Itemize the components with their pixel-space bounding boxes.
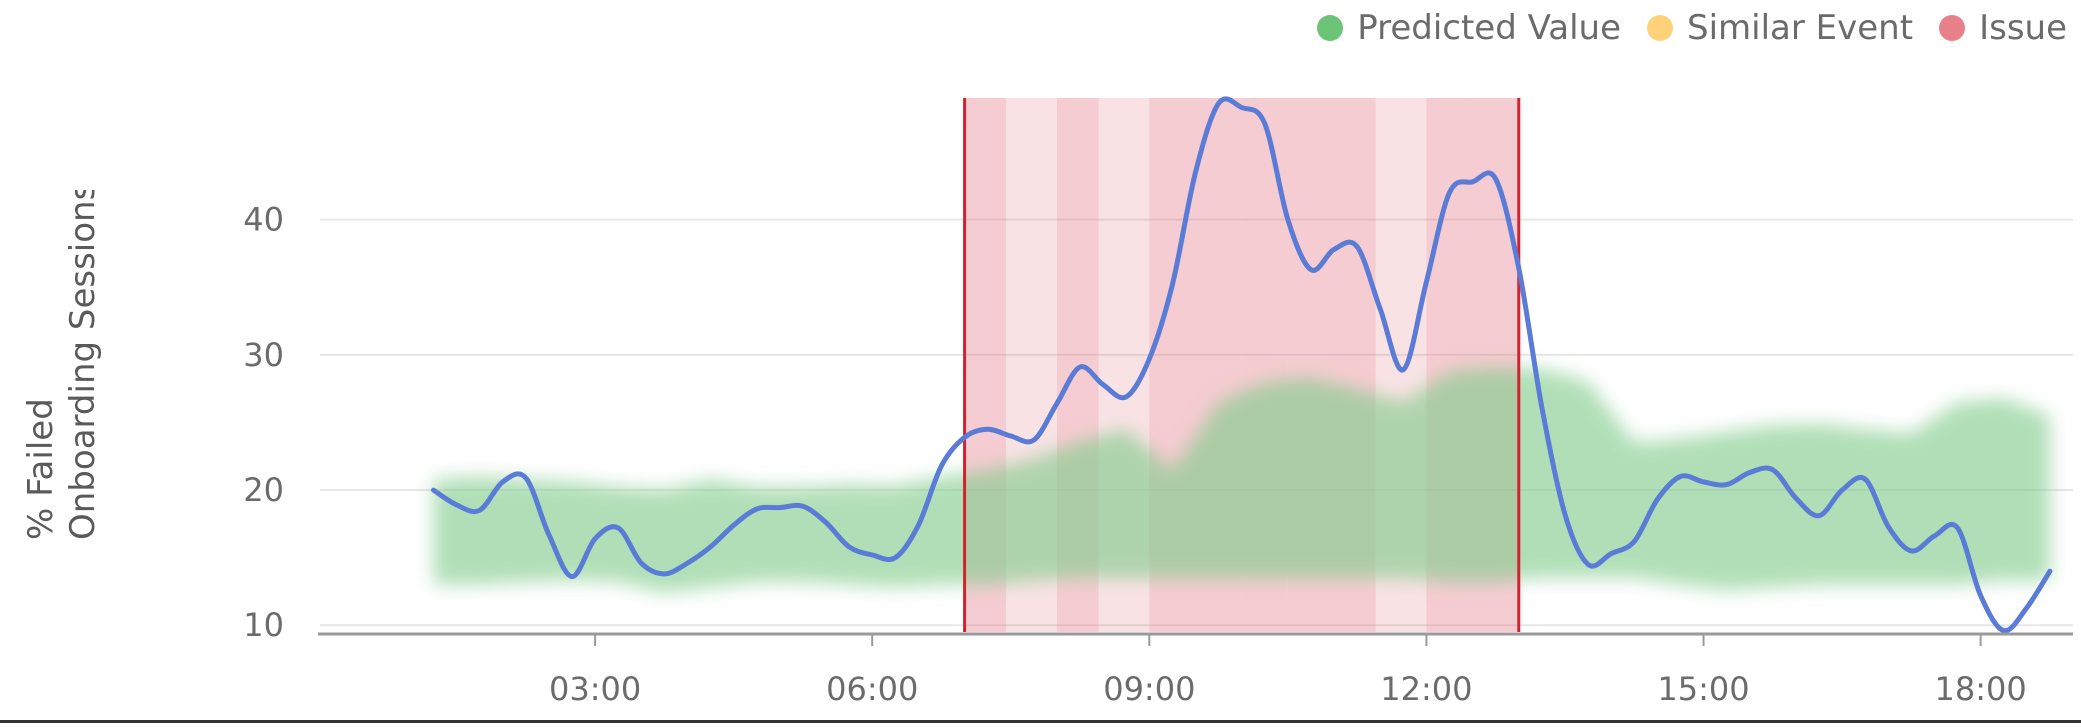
legend-dot-similar-event [1647,15,1673,41]
x-tick-label-09:00: 09:00 [1103,670,1195,708]
y-tick-label-40: 40 [243,201,284,239]
series-line [431,96,2053,634]
legend-item-issue[interactable]: Issue [1939,8,2067,48]
y-tick-label-10: 10 [243,606,284,644]
legend-label-similar-event: Similar Event [1687,8,1914,48]
x-tick-label-03:00: 03:00 [549,670,641,708]
legend-dot-predicted [1317,15,1344,41]
bottom-divider [0,720,2081,723]
issue-borders [963,98,1521,632]
y-axis-title-line-1: % Failed [22,398,61,540]
predicted-band-area [433,367,2050,593]
legend-label-issue: Issue [1979,8,2067,48]
y-tick-label-30: 30 [243,336,284,374]
x-tick-label-06:00: 06:00 [826,670,918,708]
legend: Predicted Value Similar Event Issue [1291,8,2067,48]
series-line-path [431,96,2053,634]
y-axis-title-line-2: Onboarding Sessions [63,190,102,540]
y-axis-ticks: 10 20 30 40 [243,201,284,645]
y-tick-label-20: 20 [243,471,284,509]
y-axis-title: % Failed Onboarding Sessions [21,183,103,550]
predicted-band [433,367,2050,593]
x-axis-ticks: 03:00 06:00 09:00 12:00 15:00 18:00 [549,634,2027,708]
x-tick-label-12:00: 12:00 [1380,670,1472,708]
legend-label-predicted: Predicted Value [1357,8,1621,48]
legend-item-similar-event[interactable]: Similar Event [1647,8,1913,48]
x-tick-label-18:00: 18:00 [1935,670,2027,708]
legend-dot-issue [1939,15,1966,41]
x-tick-label-15:00: 15:00 [1657,670,1749,708]
legend-item-predicted[interactable]: Predicted Value [1317,8,1621,48]
